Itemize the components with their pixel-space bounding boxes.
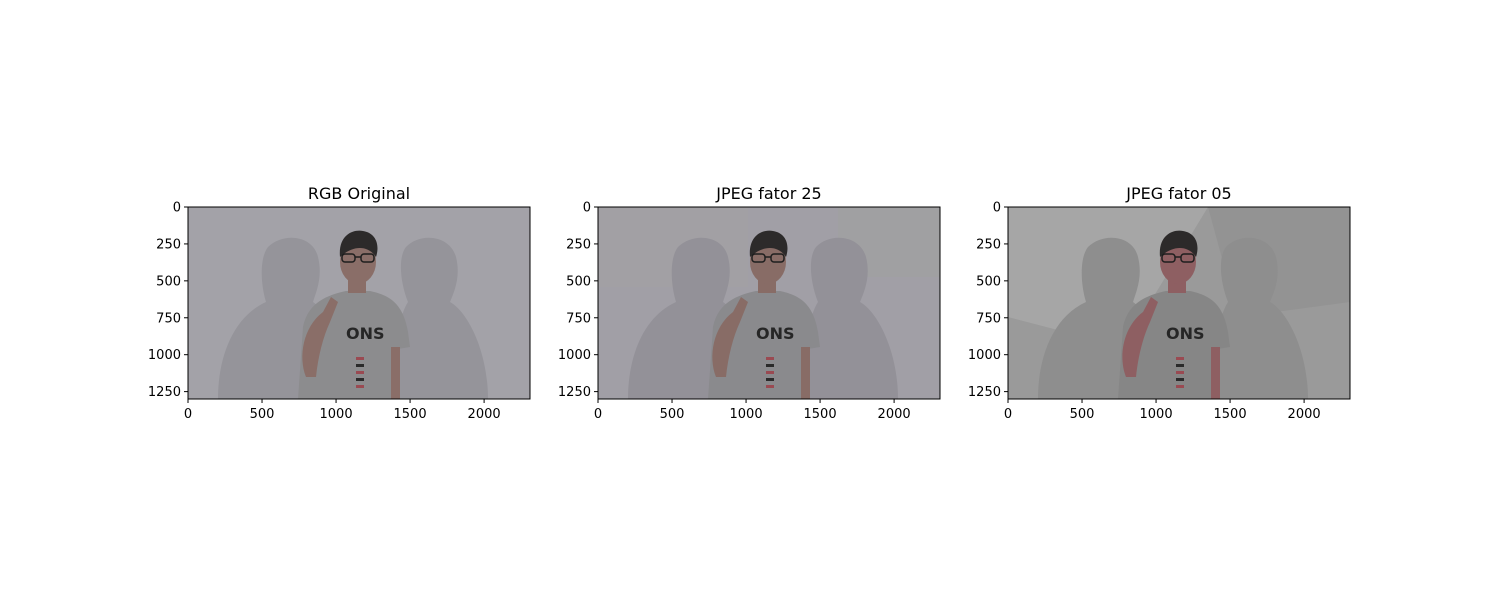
y-tick-label: 1000 [148, 348, 181, 363]
panel-2: ONS JPEG fator 25 0 500 1000 1500 2000 0 250 500 7… [558, 184, 941, 422]
panel-1: ONS RGB Original 0 500 1000 1500 2000 0 250 500 75… [148, 184, 531, 422]
x-tick-label: 1000 [730, 407, 763, 422]
photo-image: ONS [598, 207, 940, 399]
x-tick-label: 500 [1070, 407, 1095, 422]
svg-text:ONS: ONS [756, 324, 795, 343]
y-tick-label: 1000 [558, 348, 591, 363]
y-tick-label: 0 [993, 201, 1001, 216]
x-tick-label: 0 [184, 407, 192, 422]
y-tick-label: 1250 [968, 385, 1001, 400]
y-tick-label: 500 [976, 274, 1001, 289]
x-tick-label: 1500 [394, 407, 427, 422]
photo-image: ONS [188, 207, 530, 399]
y-tick-label: 500 [156, 274, 181, 289]
y-tick-label: 1000 [968, 348, 1001, 363]
x-tick-label: 1000 [1140, 407, 1173, 422]
svg-text:ONS: ONS [346, 324, 385, 343]
y-tick-label: 1250 [558, 385, 591, 400]
y-tick-label: 250 [156, 237, 181, 252]
y-tick-label: 0 [583, 201, 591, 216]
y-tick-label: 750 [156, 311, 181, 326]
x-tick-label: 1500 [804, 407, 837, 422]
x-tick-label: 500 [250, 407, 275, 422]
svg-text:ONS: ONS [1166, 324, 1205, 343]
x-tick-label: 1500 [1214, 407, 1247, 422]
x-tick-label: 2000 [468, 407, 501, 422]
y-tick-label: 500 [566, 274, 591, 289]
x-tick-label: 0 [1004, 407, 1012, 422]
y-tick-label: 1250 [148, 385, 181, 400]
y-tick-label: 0 [173, 201, 181, 216]
x-tick-label: 2000 [1288, 407, 1321, 422]
y-tick-label: 750 [976, 311, 1001, 326]
panel-3: ONS JPEG fator 05 0 500 1000 1500 2000 0 250 500 7… [968, 184, 1351, 422]
panel-title: JPEG fator 25 [715, 184, 821, 203]
panel-title: RGB Original [308, 184, 410, 203]
x-tick-label: 0 [594, 407, 602, 422]
y-tick-label: 250 [976, 237, 1001, 252]
photo-image: ONS [1008, 207, 1350, 399]
y-tick-label: 250 [566, 237, 591, 252]
axes-frame [597, 206, 941, 400]
axes-frame [187, 206, 531, 400]
y-tick-label: 750 [566, 311, 591, 326]
axes-frame [1007, 206, 1351, 400]
x-tick-label: 500 [660, 407, 685, 422]
panel-title: JPEG fator 05 [1125, 184, 1231, 203]
x-tick-label: 2000 [878, 407, 911, 422]
x-tick-label: 1000 [320, 407, 353, 422]
